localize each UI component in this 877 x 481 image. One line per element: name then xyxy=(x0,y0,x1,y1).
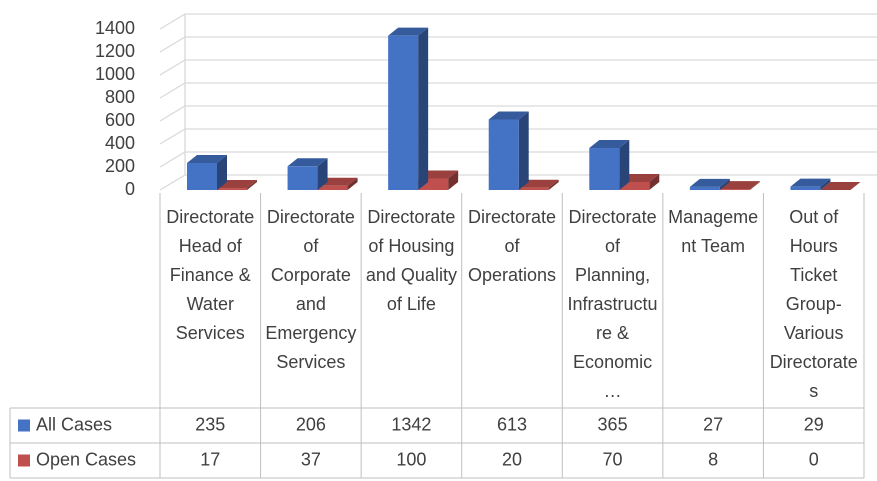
bar-top xyxy=(790,178,831,187)
table-value: 613 xyxy=(497,414,527,434)
table-value: 235 xyxy=(195,414,225,434)
bar xyxy=(619,181,650,190)
legend-label: Open Cases xyxy=(36,449,136,469)
table-value: 0 xyxy=(809,449,819,469)
y-tick-label: 600 xyxy=(105,110,135,130)
legend-key xyxy=(18,419,30,432)
y-tick-label: 400 xyxy=(105,133,135,153)
bar-top xyxy=(388,27,429,36)
bar-side xyxy=(649,173,660,190)
y-tick-label: 800 xyxy=(105,87,135,107)
bar xyxy=(689,186,720,190)
bar xyxy=(518,187,549,190)
grid-line xyxy=(159,82,877,99)
x-tick-label: Directorate of Housing and Quality of Li… xyxy=(365,207,457,314)
grid-line xyxy=(159,13,877,30)
bar-top xyxy=(689,178,730,187)
table-value: 206 xyxy=(296,414,326,434)
bar xyxy=(217,188,247,190)
bar xyxy=(317,185,348,190)
table-value: 1342 xyxy=(391,414,431,434)
bar-top xyxy=(217,180,257,189)
table-value: 365 xyxy=(598,414,628,434)
bar-top xyxy=(719,181,760,190)
y-tick-label: 200 xyxy=(105,156,135,176)
table-value: 70 xyxy=(603,449,623,469)
bar-side xyxy=(749,181,760,190)
table-value: 17 xyxy=(200,449,220,469)
bar-top xyxy=(488,111,529,120)
x-tick-label: Directorate of Operations xyxy=(467,207,557,285)
bar-side xyxy=(418,27,429,191)
bar xyxy=(287,166,318,190)
x-tick-label: Out of Hours Ticket Group-Various Direct… xyxy=(769,207,858,401)
legend-key xyxy=(18,454,30,467)
y-tick-label: 1000 xyxy=(95,64,135,84)
y-tick-label: 1400 xyxy=(95,18,135,38)
grid-line xyxy=(159,59,877,76)
bar-side xyxy=(317,158,328,190)
bar-side xyxy=(518,111,529,190)
bar-side xyxy=(247,180,257,190)
bar-side xyxy=(820,178,831,190)
y-tick-label: 1200 xyxy=(95,41,135,61)
bar-side xyxy=(448,170,459,190)
bar-top xyxy=(589,140,630,149)
x-tick-label: Management Team xyxy=(668,207,759,256)
table-value: 20 xyxy=(502,449,522,469)
bar xyxy=(790,186,821,190)
table-value: 37 xyxy=(301,449,321,469)
bar-top xyxy=(287,158,328,167)
table-value: 27 xyxy=(703,414,723,434)
bar-top xyxy=(187,154,227,163)
table-value: 29 xyxy=(804,414,824,434)
table-value: 100 xyxy=(396,449,426,469)
bar xyxy=(388,35,419,190)
bar-side xyxy=(217,154,227,190)
bar xyxy=(488,119,519,190)
bar xyxy=(719,189,750,190)
bar-side xyxy=(548,179,559,190)
grid-line xyxy=(159,36,877,53)
bar-side xyxy=(719,178,730,190)
bar xyxy=(418,178,449,190)
bar xyxy=(589,148,620,190)
x-tick-label: Directorate of Corporate and Emergency S… xyxy=(265,207,357,372)
y-tick-label: 0 xyxy=(125,179,135,199)
x-tick-label: Directorate of Planning, Infrastructure … xyxy=(567,207,658,401)
table-value: 8 xyxy=(708,449,718,469)
legend-label: All Cases xyxy=(36,414,112,434)
x-tick-label: Directorate Head of Finance & Water Serv… xyxy=(166,207,255,343)
bar-side xyxy=(347,177,358,190)
bar xyxy=(187,162,217,190)
bar-side xyxy=(619,140,630,190)
bar-top xyxy=(820,182,861,190)
